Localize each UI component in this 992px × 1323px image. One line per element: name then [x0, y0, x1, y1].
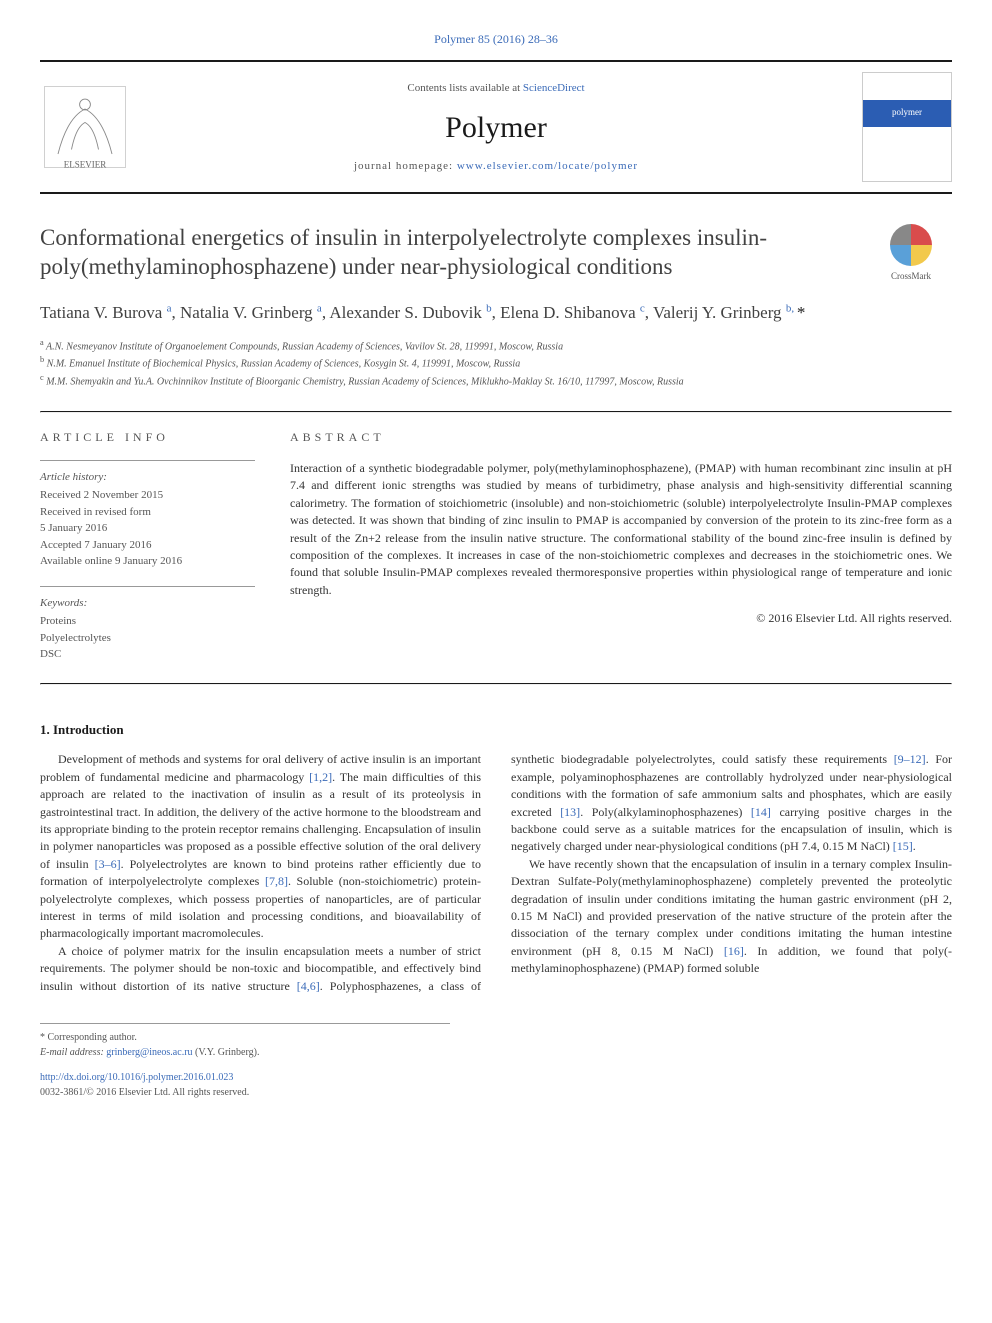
history-line: Available online 9 January 2016 — [40, 553, 255, 570]
history-line: 5 January 2016 — [40, 520, 255, 537]
corr-author-label: * Corresponding author. — [40, 1030, 450, 1045]
email-suffix: (V.Y. Grinberg). — [193, 1047, 260, 1058]
contents-line: Contents lists available at ScienceDirec… — [148, 80, 844, 97]
contents-prefix: Contents lists available at — [407, 82, 522, 94]
cover-label: polymer — [888, 105, 926, 121]
keywords-block: Keywords: Proteins Polyelectrolytes DSC — [40, 586, 255, 663]
article-info-label: ARTICLE INFO — [40, 428, 255, 446]
abstract-text: Interaction of a synthetic biodegradable… — [290, 460, 952, 599]
body-paragraph: We have recently shown that the encapsul… — [511, 856, 952, 978]
history-title: Article history: — [40, 469, 255, 486]
crossmark-label: CrossMark — [891, 270, 931, 284]
paper-title: Conformational energetics of insulin in … — [40, 224, 854, 282]
journal-cover-thumbnail: polymer — [862, 72, 952, 182]
abstract-column: ABSTRACT Interaction of a synthetic biod… — [290, 428, 952, 663]
authors-line: Tatiana V. Burova a, Natalia V. Grinberg… — [40, 300, 952, 326]
section-heading-intro: 1. Introduction — [40, 720, 952, 740]
doi-block: http://dx.doi.org/10.1016/j.polymer.2016… — [40, 1070, 952, 1100]
email-label: E-mail address: — [40, 1047, 106, 1058]
affiliations: a A.N. Nesmeyanov Institute of Organoele… — [40, 337, 952, 389]
affiliation-b: b N.M. Emanuel Institute of Biochemical … — [40, 354, 952, 371]
abstract-label: ABSTRACT — [290, 428, 952, 446]
corresponding-author-footnote: * Corresponding author. E-mail address: … — [40, 1023, 450, 1060]
abstract-copyright: © 2016 Elsevier Ltd. All rights reserved… — [290, 609, 952, 627]
history-line: Received in revised form — [40, 504, 255, 521]
corr-email-link[interactable]: grinberg@ineos.ac.ru — [106, 1047, 192, 1058]
keyword: Proteins — [40, 613, 255, 630]
history-line: Accepted 7 January 2016 — [40, 537, 255, 554]
doi-link[interactable]: http://dx.doi.org/10.1016/j.polymer.2016… — [40, 1070, 952, 1085]
elsevier-logo: ELSEVIER — [40, 82, 130, 172]
header-center: Contents lists available at ScienceDirec… — [148, 80, 844, 174]
affiliation-a: a A.N. Nesmeyanov Institute of Organoele… — [40, 337, 952, 354]
keywords-title: Keywords: — [40, 595, 255, 612]
journal-name: Polymer — [148, 105, 844, 150]
corr-email-line: E-mail address: grinberg@ineos.ac.ru (V.… — [40, 1045, 450, 1060]
body-text-columns: Development of methods and systems for o… — [40, 751, 952, 994]
homepage-line: journal homepage: www.elsevier.com/locat… — [148, 158, 844, 175]
homepage-prefix: journal homepage: — [354, 160, 457, 172]
keyword: Polyelectrolytes — [40, 630, 255, 647]
affiliation-c: c M.M. Shemyakin and Yu.A. Ovchinnikov I… — [40, 372, 952, 389]
homepage-link[interactable]: www.elsevier.com/locate/polymer — [457, 160, 638, 172]
body-paragraph: Development of methods and systems for o… — [40, 751, 481, 942]
history-line: Received 2 November 2015 — [40, 487, 255, 504]
crossmark-widget[interactable]: CrossMark — [870, 224, 952, 284]
svg-text:ELSEVIER: ELSEVIER — [64, 160, 107, 170]
article-history: Article history: Received 2 November 201… — [40, 460, 255, 570]
body-section: 1. Introduction Development of methods a… — [40, 720, 952, 995]
article-info-column: ARTICLE INFO Article history: Received 2… — [40, 428, 255, 663]
crossmark-icon — [890, 224, 932, 266]
journal-reference: Polymer 85 (2016) 28–36 — [40, 30, 952, 48]
journal-header: ELSEVIER Contents lists available at Sci… — [40, 60, 952, 194]
keyword: DSC — [40, 646, 255, 663]
sciencedirect-link[interactable]: ScienceDirect — [523, 82, 585, 94]
issn-copyright: 0032-3861/© 2016 Elsevier Ltd. All right… — [40, 1085, 952, 1100]
rule-bottom — [40, 683, 952, 685]
